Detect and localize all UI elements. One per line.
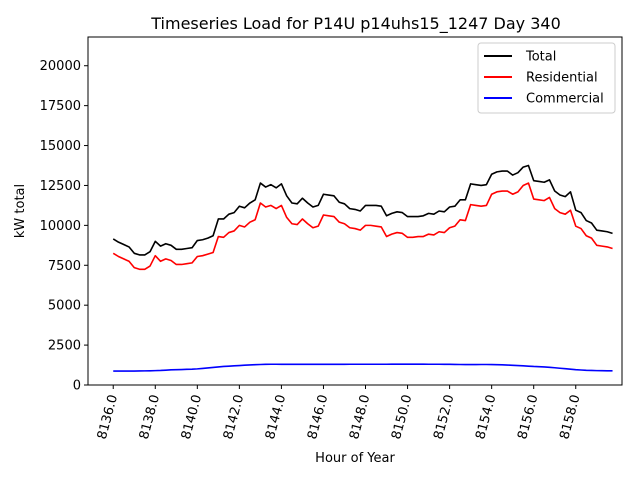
- y-tick-label: 15000: [40, 139, 81, 154]
- y-tick-label: 5000: [48, 299, 81, 314]
- y-tick-label: 0: [73, 379, 81, 394]
- y-tick-label: 12500: [40, 179, 81, 194]
- y-tick-label: 20000: [40, 59, 81, 74]
- x-axis-label: Hour of Year: [315, 451, 395, 466]
- series-line-total: [112, 164, 613, 256]
- legend-box: [477, 42, 616, 114]
- legend-label-total: Total: [525, 50, 556, 65]
- legend: Total Residential Commercial: [477, 42, 616, 114]
- chart-title: Timeseries Load for P14U p14uhs15_1247 D…: [150, 14, 561, 34]
- y-tick-label: 7500: [48, 259, 81, 274]
- y-axis: 0 2500 5000 7500 10000 12500 15000 17500 20000: [40, 59, 88, 394]
- series-line-commercial: [113, 363, 613, 372]
- y-axis-label: kW total: [13, 184, 28, 238]
- legend-label-residential: Residential: [526, 71, 598, 86]
- y-tick-label: 10000: [40, 219, 81, 234]
- y-tick-label: 17500: [40, 99, 81, 114]
- y-tick-label: 2500: [48, 339, 81, 354]
- series-line-residential: [112, 182, 613, 271]
- legend-label-commercial: Commercial: [526, 92, 604, 107]
- plot-frame: [87, 36, 623, 386]
- series-layer: [112, 164, 613, 372]
